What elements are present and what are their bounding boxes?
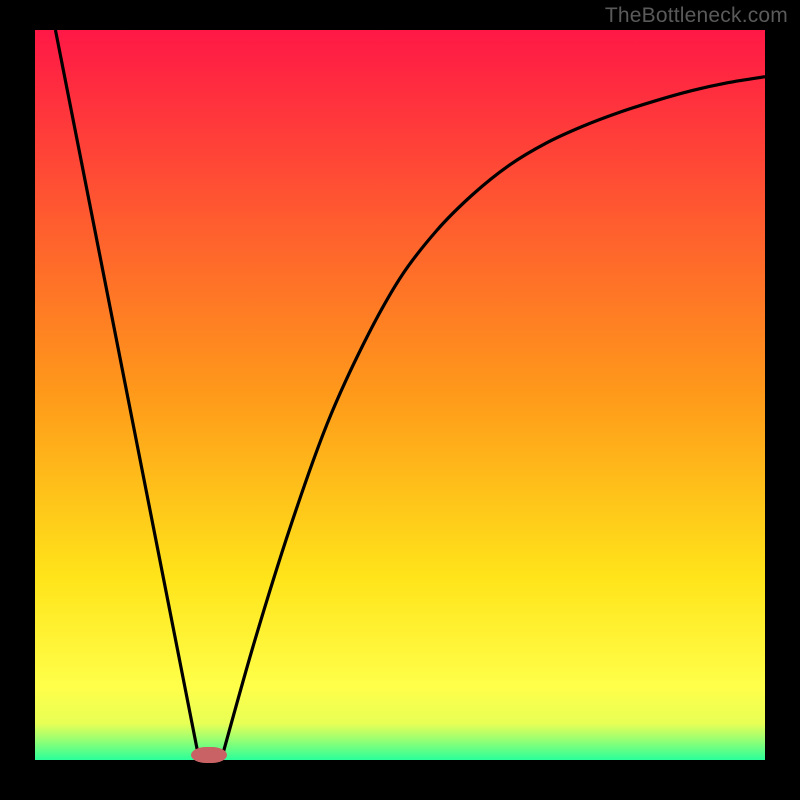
watermark-text: TheBottleneck.com [605, 4, 788, 28]
left-line-path [55, 30, 199, 760]
minimum-marker [191, 747, 227, 763]
right-curve-path [221, 77, 765, 760]
curve-svg [0, 0, 800, 800]
